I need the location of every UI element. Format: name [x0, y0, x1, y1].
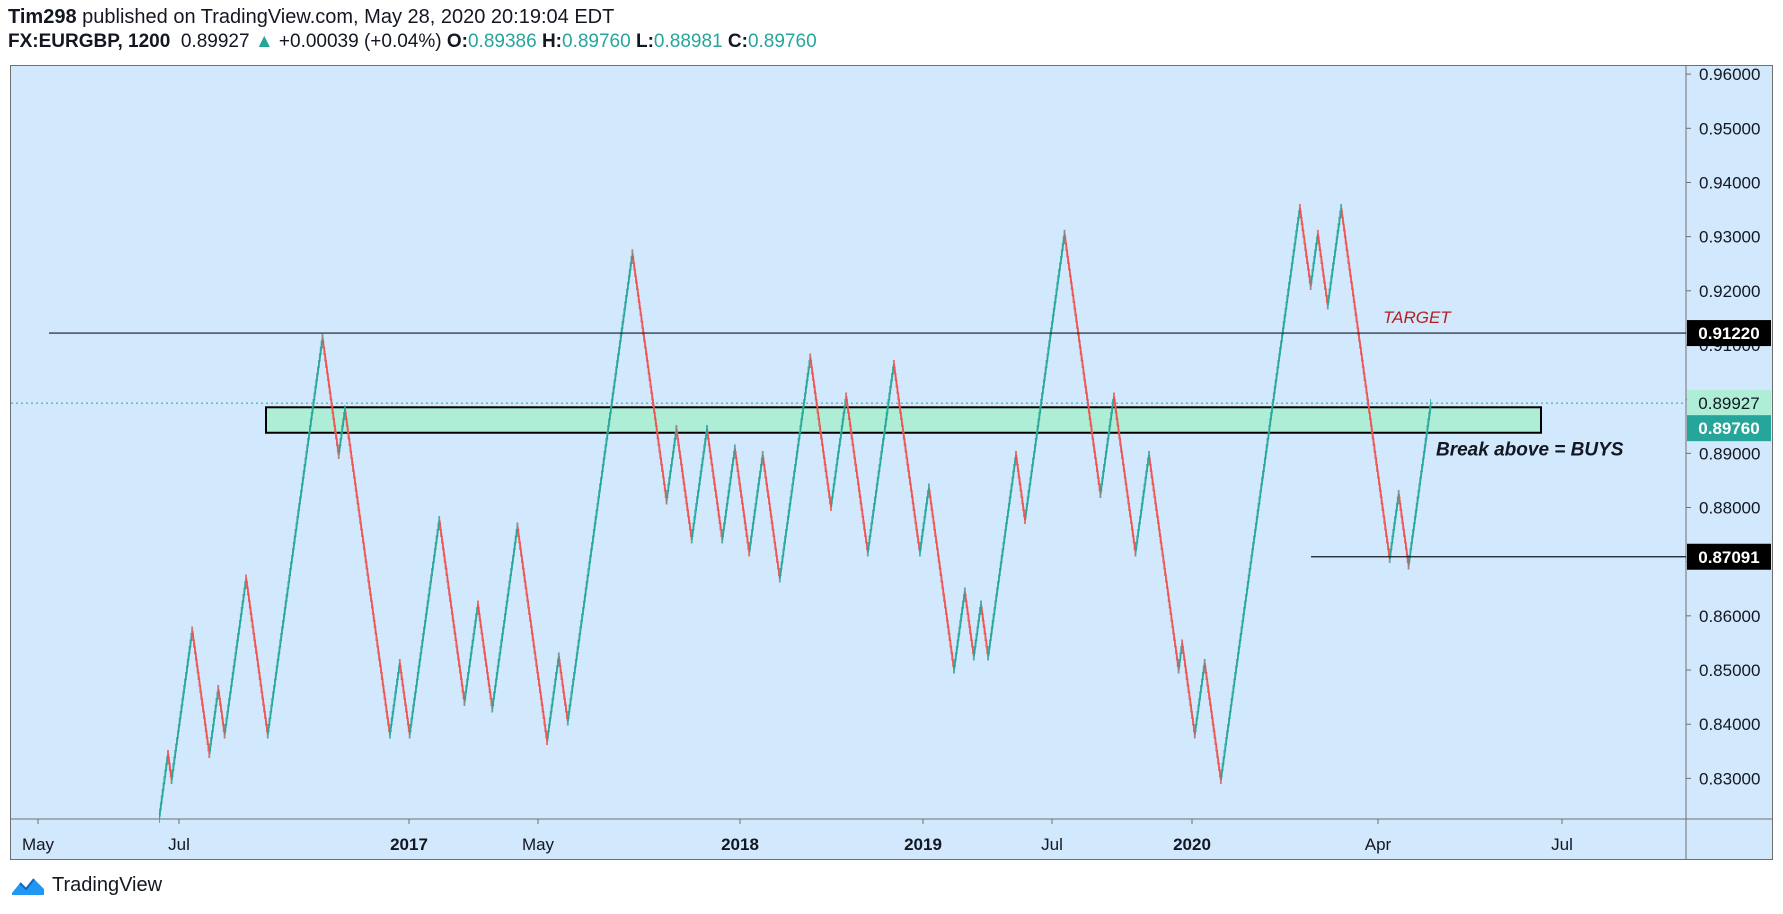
price-tick-label: 0.88000 [1699, 499, 1760, 518]
tradingview-logo-icon[interactable] [10, 875, 46, 897]
level-price-badge [1687, 543, 1771, 570]
time-tick-label: 2018 [721, 835, 759, 854]
symbol-label: FX:EURGBP, 1200 [8, 31, 171, 52]
time-tick-label: 2017 [390, 835, 428, 854]
low-label: L: [635, 31, 654, 52]
open-label: O: [446, 31, 468, 52]
high-value: 0.89760 [562, 31, 631, 52]
level-price-label: 0.91220 [1698, 324, 1759, 343]
last-price-label: 0.89927 [1698, 394, 1759, 413]
close-price-label: 0.89760 [1698, 419, 1759, 438]
price-tick-label: 0.84000 [1699, 715, 1760, 734]
high-label: H: [541, 31, 563, 52]
renko-bricks [159, 203, 1432, 823]
open-value: 0.89386 [467, 31, 537, 52]
low-value: 0.88981 [653, 31, 723, 52]
close-value: 0.89760 [747, 31, 817, 52]
time-axis: May Jul 2017 May 2018 2019 Jul 2020 Apr Jul [22, 819, 1573, 854]
price-tick-label: 0.92000 [1699, 282, 1760, 301]
price-tick-label: 0.85000 [1699, 661, 1760, 680]
close-label: C: [727, 31, 748, 52]
price-tick-label: 0.93000 [1699, 228, 1760, 247]
price-axis: 0.960000.950000.940000.930000.920000.910… [1686, 66, 1760, 788]
buy-annotation: Break above = BUYS [1436, 440, 1624, 461]
price-tick-label: 0.94000 [1699, 173, 1760, 192]
level-price-badge [1687, 320, 1771, 347]
time-tick-label: 2020 [1173, 835, 1211, 854]
ohlc-line: FX:EURGBP, 1200 0.89927 ▲ +0.00039 (+0.0… [8, 30, 1783, 54]
price-tick-label: 0.96000 [1699, 66, 1760, 84]
target-label: TARGET [1383, 308, 1452, 327]
time-tick-label: Jul [168, 835, 190, 854]
last-price-badge [1687, 390, 1771, 417]
time-tick-label: May [22, 835, 55, 854]
price-tick-label: 0.83000 [1699, 769, 1760, 788]
tradingview-brand[interactable]: TradingView [52, 874, 163, 896]
publish-info: published on TradingView.com, May 28, 20… [76, 6, 615, 28]
renko-chart[interactable]: 0.960000.950000.940000.930000.920000.910… [11, 66, 1772, 859]
author-name[interactable]: Tim298 [8, 6, 77, 28]
time-tick-label: 2019 [904, 835, 942, 854]
price-tick-label: 0.89000 [1699, 444, 1760, 463]
footer: TradingView [10, 874, 162, 897]
last-price: 0.89927 [180, 31, 250, 52]
time-tick-label: May [522, 835, 555, 854]
close-price-badge [1687, 415, 1771, 442]
up-arrow-icon: ▲ [254, 31, 274, 52]
price-tick-label: 0.86000 [1699, 607, 1760, 626]
time-tick-label: Apr [1365, 835, 1392, 854]
price-tick-label: 0.95000 [1699, 119, 1760, 138]
time-tick-label: Jul [1551, 835, 1573, 854]
level-price-label: 0.87091 [1698, 548, 1759, 567]
chart-header: Tim298 published on TradingView.com, May… [8, 4, 1783, 54]
publish-line: Tim298 published on TradingView.com, May… [8, 4, 1783, 30]
price-change: +0.00039 (+0.04%) [278, 31, 442, 52]
time-tick-label: Jul [1041, 835, 1063, 854]
chart-area[interactable]: 0.960000.950000.940000.930000.920000.910… [10, 65, 1773, 860]
